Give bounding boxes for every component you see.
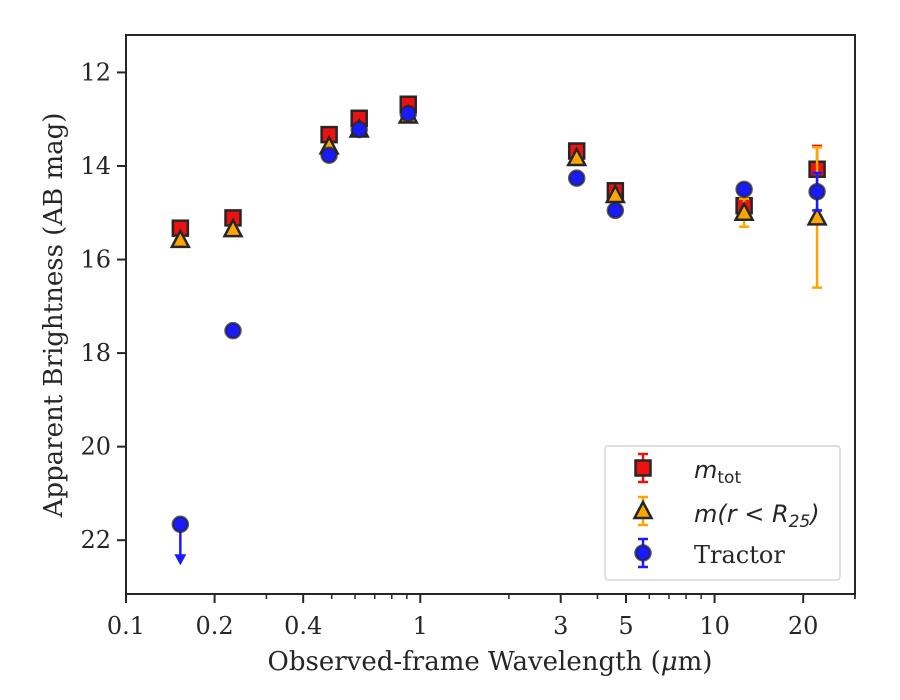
legend-label-mr25: m(r < R25) [694, 500, 820, 532]
x-tick-label: 3 [553, 612, 568, 640]
legend-symbol-tractor [634, 544, 652, 562]
legend-label-tractor: Tractor [694, 541, 785, 569]
x-tick-label: 5 [618, 612, 633, 640]
legend-mr25-end: ) [808, 500, 819, 528]
tractor-point [606, 201, 625, 220]
y-tick-label: 12 [80, 58, 111, 86]
x-tick-label: 0.2 [196, 612, 234, 640]
tractor-point [567, 169, 586, 187]
mr25-point [733, 201, 755, 222]
y-tick-label: 14 [80, 152, 111, 180]
y-tick-label: 22 [80, 526, 111, 554]
x-axis-title: Observed-frame Wavelength (μm) [268, 647, 713, 677]
mr25-point [566, 146, 588, 167]
series-mr25 [169, 103, 828, 289]
x-axis-title-prefix: Observed-frame Wavelength ( [268, 647, 661, 677]
legend-label-mtot: mtot [694, 456, 741, 488]
x-tick-label: 1 [413, 612, 428, 640]
legend-symbol-mtot [634, 459, 652, 477]
y-tick-label: 16 [80, 246, 111, 274]
mr25-point [169, 228, 191, 249]
legend-symbols [632, 452, 654, 569]
legend-mr25-sub: 25 [789, 512, 811, 532]
y-tick-label: 18 [80, 339, 111, 367]
tractor-point [735, 180, 753, 199]
plot-marks [169, 95, 828, 566]
legend: mtot m(r < R25) Tractor [604, 445, 841, 581]
x-ticks: 0.1 0.2 0.4 1 3 5 10 20 [107, 594, 856, 640]
y-tick-label: 20 [80, 433, 111, 461]
x-axis-title-mu: μ [661, 647, 678, 677]
tractor-point [399, 104, 417, 123]
series-tractor [171, 104, 826, 566]
tractor-point [224, 321, 242, 340]
y-axis-title: Apparent Brightness (AB mag) [39, 113, 69, 519]
tractor-point [350, 120, 368, 139]
tractor-point [320, 146, 338, 164]
x-axis-title-suffix: m) [678, 647, 713, 677]
legend-mtot-sub: tot [717, 468, 741, 488]
y-ticks: 12 14 16 18 20 22 [80, 58, 126, 554]
tractor-point-upper-limit-head [174, 554, 187, 566]
legend-box [604, 445, 841, 581]
legend-mtot-main: m [694, 456, 717, 484]
tractor-point [171, 515, 190, 534]
legend-mr25-main: m(r < R [694, 500, 789, 528]
x-tick-label: 0.1 [107, 612, 145, 640]
x-tick-label: 20 [788, 612, 819, 640]
series-mtot [171, 95, 826, 237]
mr25-point [222, 217, 244, 238]
x-tick-label: 0.4 [284, 612, 322, 640]
legend-symbol-mr25 [632, 499, 654, 520]
tractor-point [808, 182, 826, 201]
plot-frame [125, 34, 856, 595]
x-tick-label: 10 [699, 612, 730, 640]
mr25-point [806, 205, 828, 226]
